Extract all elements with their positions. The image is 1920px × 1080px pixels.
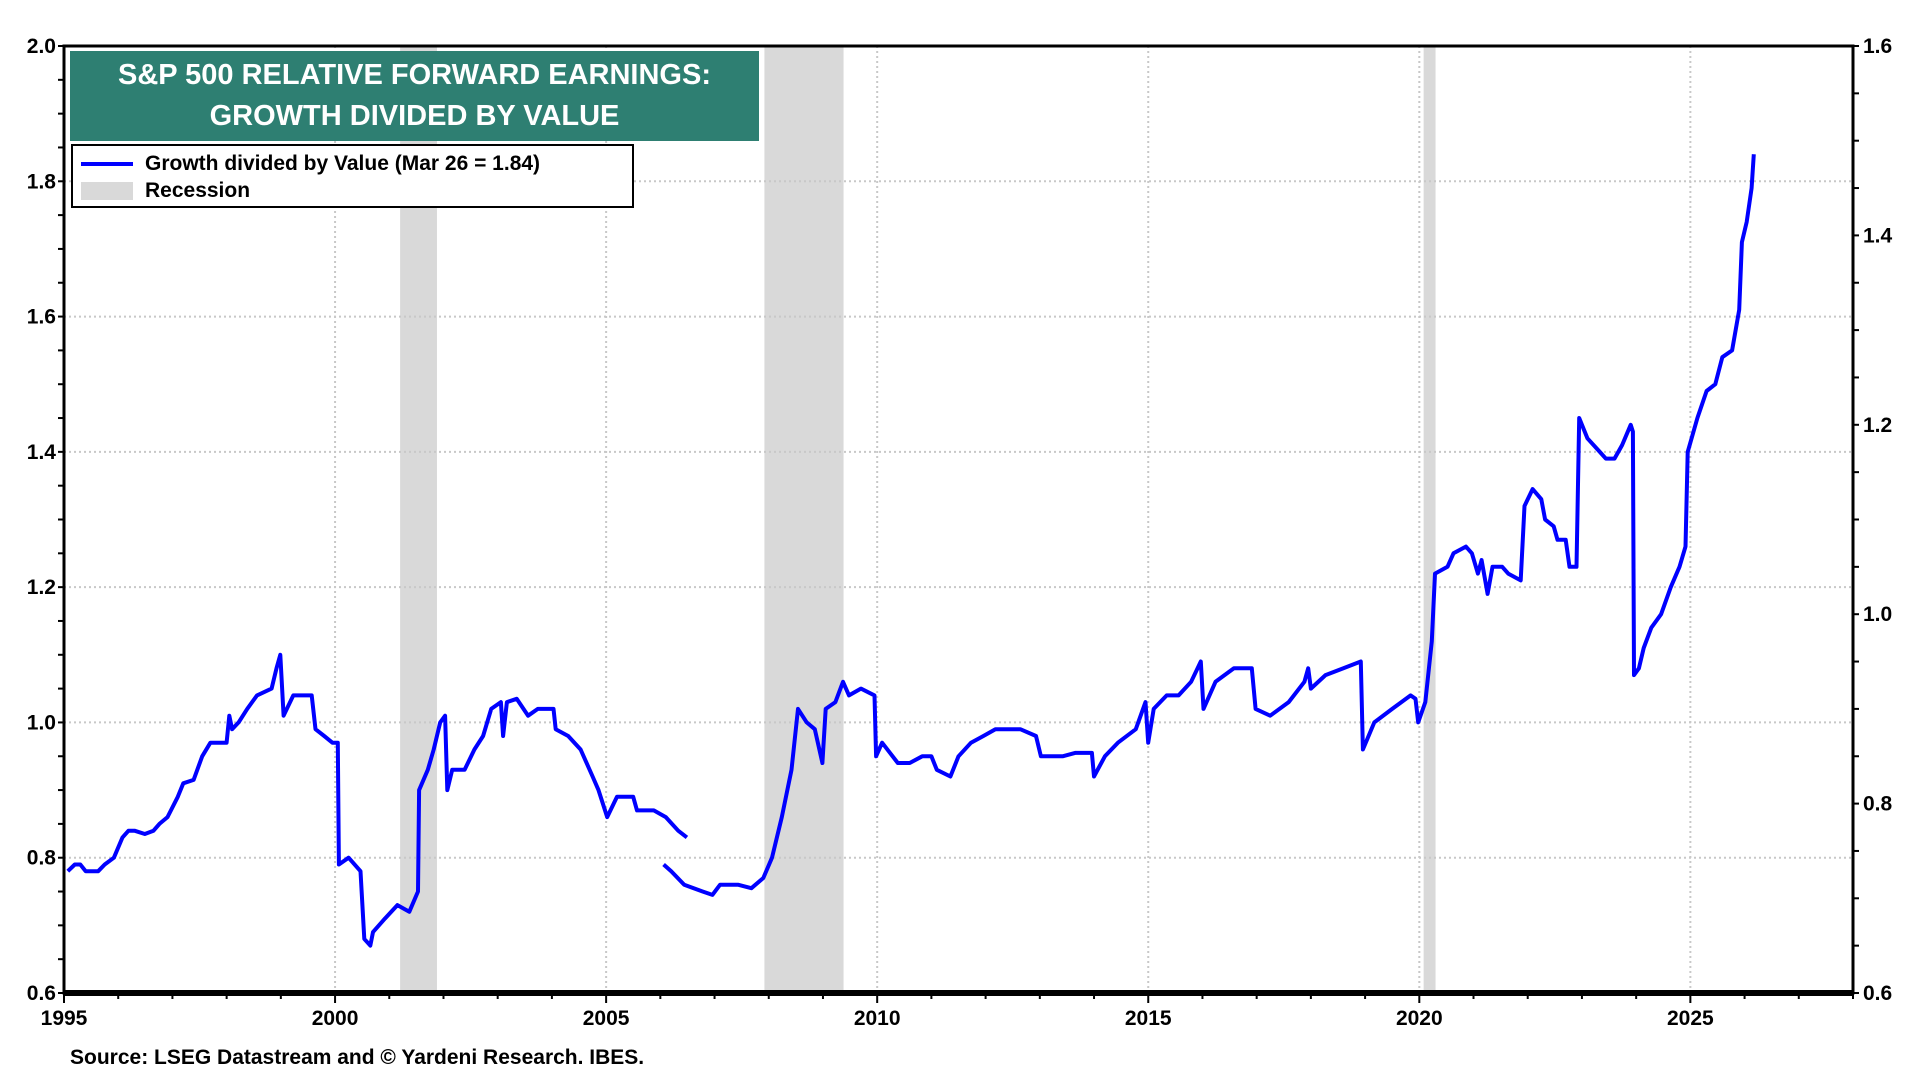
- y-right-tick-label: 1.4: [1863, 224, 1893, 247]
- recession-band: [764, 46, 844, 993]
- x-tick-label: 2020: [1396, 1007, 1443, 1030]
- recession-band: [1423, 46, 1436, 993]
- x-tick-label: 2025: [1667, 1007, 1714, 1030]
- chart-subtitle: GROWTH DIVIDED BY VALUE: [209, 100, 620, 132]
- legend-label-series: Growth divided by Value (Mar 26 = 1.84): [145, 152, 541, 175]
- legend-item-recession: Recession: [81, 179, 250, 203]
- legend-label-recession: Recession: [145, 179, 251, 202]
- legend-item-series: Growth divided by Value (Mar 26 = 1.84): [81, 152, 540, 176]
- y-right-tick-label: 0.8: [1863, 793, 1893, 816]
- legend-swatch-series: [81, 162, 133, 166]
- y-tick-label: 1.6: [27, 306, 56, 329]
- x-tick-label: 1995: [41, 1007, 88, 1030]
- series-line: [66, 652, 689, 948]
- x-tick-label: 2005: [583, 1007, 630, 1030]
- legend-swatch-recession: [81, 182, 133, 200]
- legend: Growth divided by Value (Mar 26 = 1.84) …: [71, 144, 634, 208]
- series-line: [662, 154, 1756, 897]
- y-tick-label: 1.8: [27, 170, 57, 193]
- y-right-tick-label: 1.2: [1863, 414, 1892, 437]
- y-right-tick-label: 1.6: [1863, 35, 1892, 58]
- y-tick-label: 0.8: [27, 847, 57, 870]
- y-tick-label: 1.0: [27, 711, 56, 734]
- x-tick-label: 2015: [1125, 1007, 1172, 1030]
- source-note: Source: LSEG Datastream and © Yardeni Re…: [70, 1046, 645, 1069]
- y-tick-label: 1.2: [27, 576, 56, 599]
- y-tick-label: 0.6: [27, 982, 56, 1005]
- chart-title-box: S&P 500 RELATIVE FORWARD EARNINGS: GROWT…: [70, 51, 759, 141]
- y-tick-label: 1.4: [27, 441, 57, 464]
- x-tick-label: 2000: [312, 1007, 359, 1030]
- y-tick-label: 2.0: [27, 35, 56, 58]
- y-right-tick-label: 0.6: [1863, 982, 1892, 1005]
- chart-title: S&P 500 RELATIVE FORWARD EARNINGS:: [118, 59, 711, 91]
- x-tick-label: 2010: [854, 1007, 901, 1030]
- y-right-tick-label: 1.0: [1863, 603, 1892, 626]
